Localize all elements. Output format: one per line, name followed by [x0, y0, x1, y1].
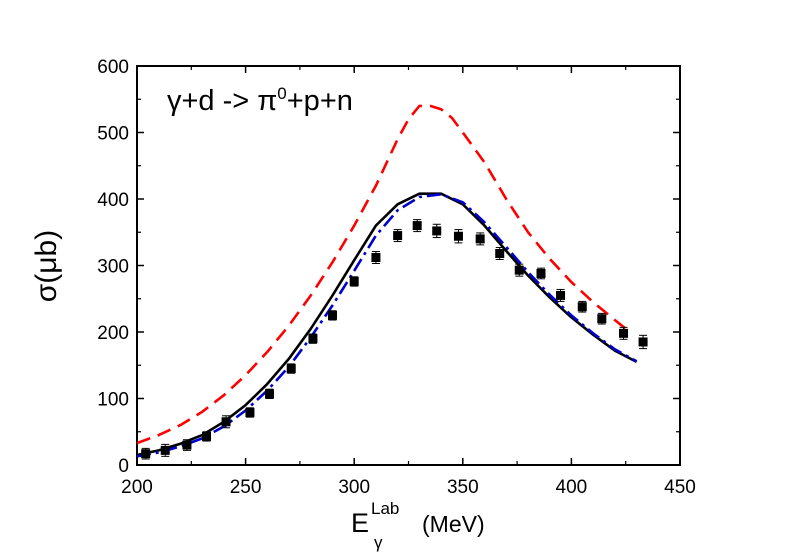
data-marker [432, 226, 442, 236]
data-point [619, 326, 629, 340]
ticks: 200 250 300 350 400 450 0 100 200 300 400 500 600 [97, 57, 696, 498]
y-tick-label: 500 [97, 124, 129, 145]
data-marker [160, 445, 170, 455]
data-marker [412, 221, 422, 231]
data-point [393, 229, 403, 243]
data-marker [619, 328, 629, 338]
data-marker [202, 431, 212, 441]
data-point [475, 232, 485, 246]
data-point [536, 267, 546, 280]
data-marker [286, 364, 296, 374]
data-point [327, 310, 337, 321]
data-point [432, 223, 442, 239]
axes-frame [136, 65, 681, 466]
x-axis-title-main: E [351, 508, 369, 538]
y-tick-label: 200 [97, 323, 129, 344]
y-tick-label: 300 [97, 257, 129, 278]
x-axis-title-superscript: Lab [371, 499, 399, 518]
data-marker [221, 417, 231, 427]
y-axis-title: σ(μb) [30, 230, 63, 302]
chart-annotation: γ+d -> π0+p+n [167, 84, 353, 117]
y-tick-label: 100 [97, 390, 129, 411]
data-marker [308, 334, 318, 344]
data-point [349, 276, 359, 287]
data-point [245, 407, 255, 418]
data-point [202, 431, 212, 442]
x-tick-label: 300 [338, 477, 370, 498]
data-marker [182, 440, 192, 450]
series-line-1 [136, 104, 627, 445]
data-marker [577, 302, 587, 312]
data-point [453, 229, 463, 244]
annotation-prefix: γ+d -> π [167, 85, 277, 117]
data-marker [556, 290, 566, 300]
series-layer [136, 104, 638, 458]
x-tick-label: 450 [664, 477, 696, 498]
x-axis-title-subscript: γ [374, 533, 383, 552]
plot-frame [136, 65, 681, 466]
data-marker [597, 314, 607, 324]
annotation-suffix: +p+n [287, 85, 353, 117]
data-point [597, 312, 607, 325]
data-marker [495, 249, 505, 259]
data-point [141, 447, 151, 460]
data-point [264, 388, 274, 399]
data-point [308, 333, 318, 344]
data-marker [536, 268, 546, 278]
data-point [556, 288, 566, 302]
data-marker [638, 337, 648, 347]
points-layer [141, 219, 648, 460]
x-tick-label: 200 [121, 477, 153, 498]
x-axis-title: E Lab γ (MeV) [351, 499, 485, 552]
data-marker [141, 449, 151, 459]
data-point [495, 247, 505, 261]
data-point [160, 443, 170, 457]
data-marker [264, 389, 274, 399]
data-marker [393, 231, 403, 241]
data-point [182, 439, 192, 451]
data-marker [453, 231, 463, 241]
annotation-superscript: 0 [277, 84, 286, 103]
data-marker [371, 253, 381, 263]
data-marker [245, 407, 255, 417]
data-point [412, 219, 422, 233]
series-line-3 [136, 193, 638, 458]
y-tick-label: 0 [118, 456, 129, 477]
data-point [221, 415, 231, 429]
data-point [371, 251, 381, 265]
y-tick-label: 600 [97, 57, 129, 78]
data-marker [327, 310, 337, 320]
x-tick-label: 400 [556, 477, 588, 498]
data-marker [514, 265, 524, 275]
data-point [577, 300, 587, 313]
data-point [514, 263, 524, 277]
series-line-2 [136, 192, 638, 457]
x-tick-label: 250 [230, 477, 262, 498]
data-point [638, 334, 648, 350]
x-tick-label: 350 [447, 477, 479, 498]
x-axis-title-unit: (MeV) [422, 511, 485, 537]
data-point [286, 363, 296, 374]
data-marker [475, 234, 485, 244]
y-tick-label: 400 [97, 190, 129, 211]
data-marker [349, 276, 359, 286]
